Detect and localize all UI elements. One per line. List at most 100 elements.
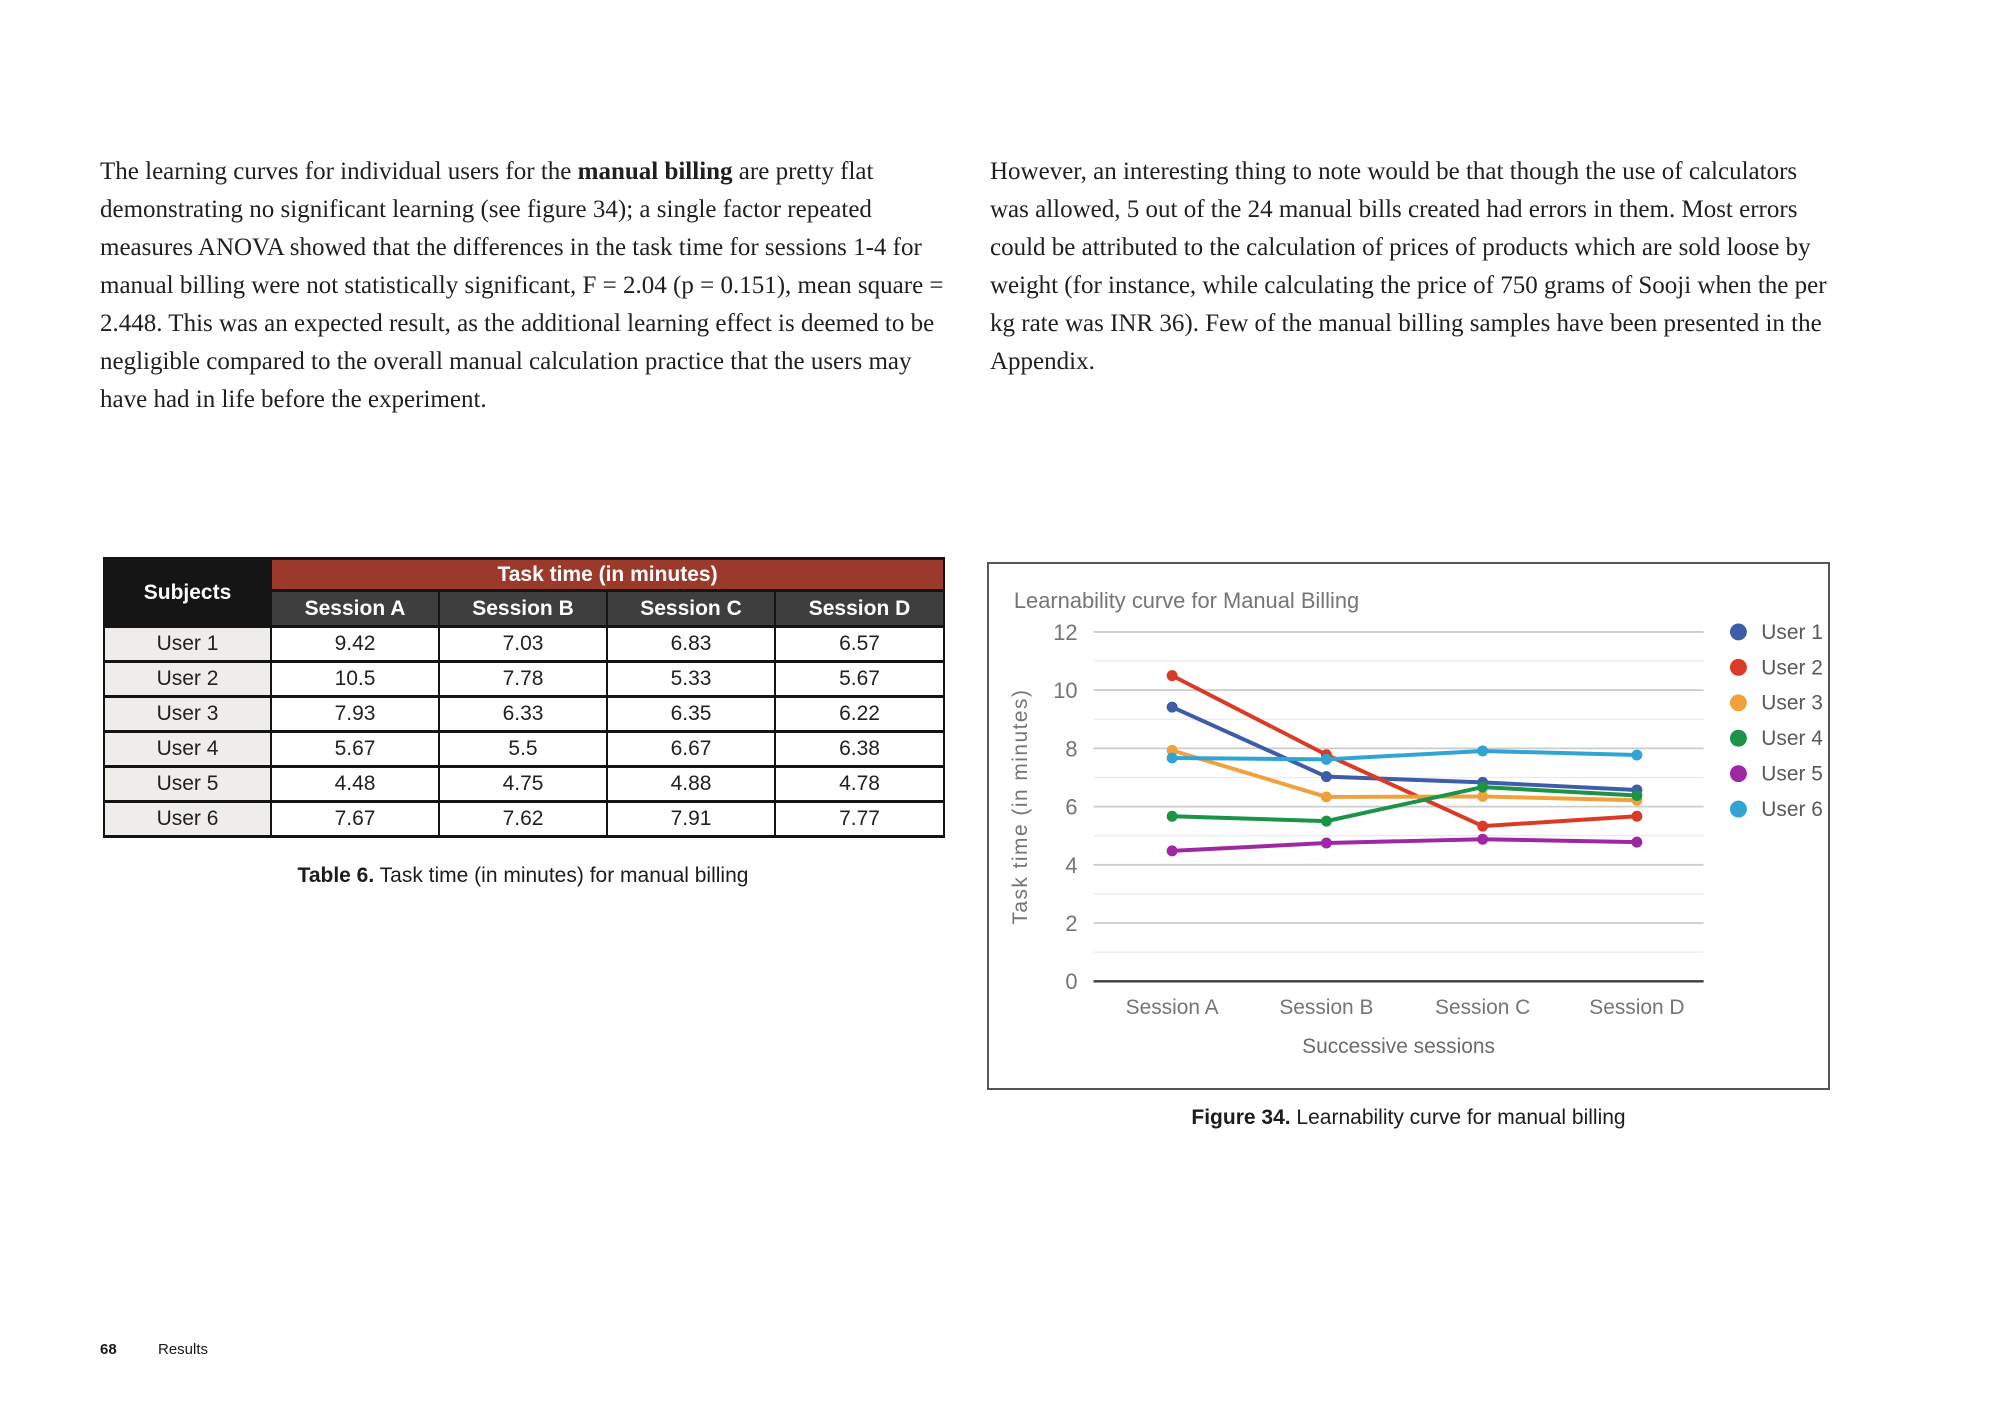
data-point — [1166, 670, 1178, 682]
value-cell: 7.67 — [270, 800, 440, 838]
table-header: Subjects Task time (in minutes) Session … — [103, 557, 946, 628]
data-point — [1320, 815, 1332, 827]
legend-swatch-icon — [1729, 765, 1747, 783]
data-point — [1166, 845, 1178, 857]
subject-cell: User 1 — [103, 625, 272, 663]
table-row: User 2 10.5 7.78 5.33 5.67 — [103, 660, 946, 698]
value-cell: 7.03 — [438, 625, 608, 663]
value-cell: 4.48 — [270, 765, 440, 803]
value-cell: 6.83 — [606, 625, 776, 663]
table-row: User 1 9.42 7.03 6.83 6.57 — [103, 625, 946, 663]
table-row: User 4 5.67 5.5 6.67 6.38 — [103, 730, 946, 768]
subject-cell: User 3 — [103, 695, 272, 733]
legend-swatch-icon — [1729, 623, 1747, 641]
data-point — [1477, 833, 1489, 845]
subject-cell: User 6 — [103, 800, 272, 838]
value-cell: 4.78 — [773, 765, 946, 803]
series-line — [1170, 785, 1639, 824]
data-point — [1320, 753, 1332, 765]
data-point — [1320, 791, 1332, 803]
task-time-table: Subjects Task time (in minutes) Session … — [103, 557, 946, 838]
y-tick-label: 4 — [1065, 853, 1077, 878]
data-point — [1631, 836, 1643, 848]
value-cell: 4.88 — [606, 765, 776, 803]
y-tick-label: 8 — [1065, 736, 1077, 761]
session-header-cell: Session D — [773, 589, 946, 628]
paragraph-left-text: The learning curves for individual users… — [100, 158, 578, 185]
data-point — [1631, 749, 1643, 761]
session-header-row: Session A Session B Session C Session D — [104, 589, 946, 628]
value-cell: 6.35 — [606, 695, 776, 733]
value-cell: 10.5 — [270, 660, 440, 698]
figure-caption: Figure 34. Learnability curve for manual… — [987, 1106, 1830, 1130]
data-point — [1166, 744, 1178, 756]
table-caption: Table 6. Task time (in minutes) for manu… — [103, 864, 943, 888]
legend-label: User 1 — [1761, 621, 1823, 644]
table-row: User 6 7.67 7.62 7.91 7.77 — [103, 800, 946, 838]
series-line — [1170, 748, 1639, 762]
paragraph-left-text-cont: are pretty flat demonstrating no signifi… — [100, 158, 944, 413]
y-tick-label: 2 — [1065, 911, 1077, 936]
series-line — [1170, 748, 1639, 803]
value-cell: 6.57 — [773, 625, 946, 663]
x-tick-label: Session C — [1435, 996, 1530, 1019]
subjects-header-cell: Subjects — [103, 557, 272, 628]
x-tick-label: Session D — [1589, 996, 1684, 1019]
table-caption-text: Task time (in minutes) for manual billin… — [374, 864, 749, 887]
subject-cell: User 4 — [103, 730, 272, 768]
value-cell: 7.62 — [438, 800, 608, 838]
value-cell: 5.5 — [438, 730, 608, 768]
legend-swatch-icon — [1729, 694, 1747, 712]
figure-caption-label: Figure 34. — [1191, 1106, 1291, 1129]
figure-caption-text: Learnability curve for manual billing — [1290, 1106, 1626, 1129]
session-header-cell: Session C — [606, 589, 776, 628]
data-point — [1166, 752, 1178, 764]
subject-cell: User 5 — [103, 765, 272, 803]
data-point — [1320, 771, 1332, 783]
value-cell: 9.42 — [270, 625, 440, 663]
paragraph-left-bold-term: manual billing — [577, 158, 733, 185]
value-cell: 6.22 — [773, 695, 946, 733]
data-point — [1477, 781, 1489, 793]
x-tick-label: Session B — [1279, 996, 1373, 1019]
paragraph-left: The learning curves for individual users… — [100, 153, 956, 419]
value-cell: 7.93 — [270, 695, 440, 733]
data-point — [1477, 745, 1489, 757]
session-header-cell: Session B — [438, 589, 608, 628]
group-header-cell: Task time (in minutes) — [269, 557, 946, 592]
data-point — [1320, 837, 1332, 849]
y-tick-label: 6 — [1065, 795, 1077, 820]
series-line — [1170, 705, 1639, 792]
learnability-chart: 0 2 4 6 8 10 12 Session A Session B Session C Sess… — [987, 562, 1830, 1090]
x-axis-title: Successive sessions — [1302, 1035, 1495, 1058]
series-line — [1170, 837, 1639, 853]
subject-cell: User 2 — [103, 660, 272, 698]
page-footer: 68 Results — [100, 1341, 208, 1358]
table-body: User 1 9.42 7.03 6.83 6.57 User 2 10.5 7.78 5.33… — [103, 625, 946, 838]
value-cell: 7.91 — [606, 800, 776, 838]
y-axis-title: Task time (in minutes) — [1009, 689, 1032, 925]
series-line — [1170, 673, 1639, 829]
legend-label: User 3 — [1761, 692, 1823, 715]
data-point — [1477, 790, 1489, 802]
legend-swatch-icon — [1729, 729, 1747, 747]
value-cell: 6.33 — [438, 695, 608, 733]
legend-swatch-icon — [1729, 800, 1747, 818]
y-tick-label: 0 — [1065, 969, 1077, 994]
page-number: 68 — [100, 1341, 117, 1358]
x-tick-label: Session A — [1126, 996, 1219, 1019]
value-cell: 5.67 — [270, 730, 440, 768]
data-point — [1477, 820, 1489, 832]
table-caption-label: Table 6. — [297, 864, 375, 887]
legend-label: User 6 — [1761, 798, 1823, 821]
value-cell: 6.67 — [606, 730, 776, 768]
value-cell: 5.33 — [606, 660, 776, 698]
chart-title: Learnability curve for Manual Billing — [1014, 588, 1359, 613]
learnability-chart-svg: 0 2 4 6 8 10 12 Session A Session B Session C Sess… — [1009, 588, 1823, 1058]
data-point — [1166, 810, 1178, 822]
legend-swatch-icon — [1729, 658, 1747, 676]
legend-label: User 2 — [1761, 656, 1823, 679]
y-tick-label: 10 — [1053, 678, 1077, 703]
data-point — [1631, 790, 1643, 802]
